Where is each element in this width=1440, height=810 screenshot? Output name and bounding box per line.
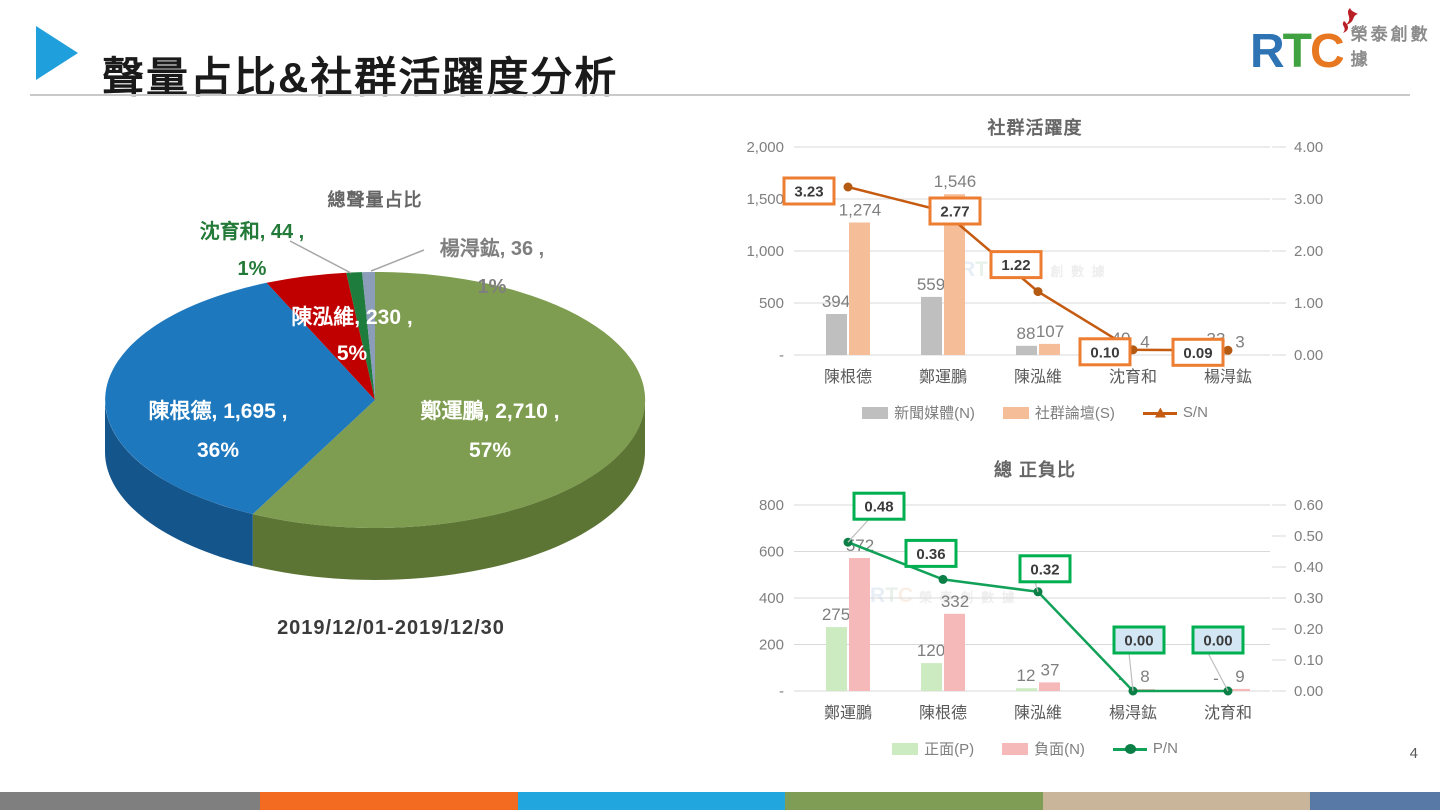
svg-text:0.00: 0.00: [1124, 633, 1153, 650]
pie-chart: [105, 240, 646, 580]
svg-text:鄭運鵬: 鄭運鵬: [824, 704, 872, 722]
forum-swatch-icon: [1002, 406, 1029, 419]
svg-text:275: 275: [822, 605, 850, 624]
svg-text:0.00: 0.00: [1294, 347, 1323, 364]
svg-text:0.48: 0.48: [864, 499, 893, 516]
footer-color-strip: [0, 792, 1440, 810]
svg-text:沈育和: 沈育和: [1109, 368, 1157, 386]
footer-stripe: [1310, 792, 1440, 810]
svg-text:1.22: 1.22: [1001, 257, 1030, 274]
svg-text:陳泓維: 陳泓維: [1014, 368, 1062, 386]
activity-chart: 2,000 1,500 1,000 500 - 4.00 3.00 2.00 1.00 0.00 陳…: [746, 139, 1323, 386]
svg-text:0.30: 0.30: [1294, 590, 1323, 607]
svg-text:-: -: [1213, 669, 1219, 688]
svg-text:3.23: 3.23: [794, 184, 823, 201]
legend-item-positive: 正面(P): [892, 738, 974, 759]
svg-text:1,000: 1,000: [746, 243, 784, 260]
svg-text:0.60: 0.60: [1294, 497, 1323, 514]
svg-text:88: 88: [1017, 324, 1036, 343]
svg-text:0.00: 0.00: [1294, 683, 1323, 700]
svg-text:0.32: 0.32: [1030, 561, 1059, 578]
svg-text:12: 12: [1017, 666, 1036, 685]
pie-chart-title: 總聲量占比: [327, 190, 423, 210]
svg-text:1,546: 1,546: [934, 172, 977, 191]
svg-text:107: 107: [1036, 322, 1064, 341]
legend-item-forum: 社群論壇(S): [1002, 402, 1115, 423]
svg-text:559: 559: [917, 275, 945, 294]
logo-letter-t: T: [1282, 25, 1312, 78]
svg-text:2.00: 2.00: [1294, 243, 1323, 260]
pn-line-icon: [1112, 743, 1147, 755]
activity-chart-title: 社群活躍度: [987, 118, 1083, 138]
title-bullet-icon: [36, 26, 78, 80]
page-number: 4: [1409, 745, 1418, 762]
svg-text:0.10: 0.10: [1090, 344, 1119, 361]
logo-letter-r: R: [1250, 25, 1285, 78]
sn-line-icon: [1142, 407, 1177, 419]
svg-text:-: -: [779, 683, 784, 700]
svg-text:4.00: 4.00: [1294, 139, 1323, 156]
legend-item-news: 新聞媒體(N): [862, 402, 975, 423]
positive-swatch-icon: [892, 742, 919, 755]
svg-text:1.00: 1.00: [1294, 295, 1323, 312]
svg-text:0.50: 0.50: [1294, 528, 1323, 545]
svg-text:800: 800: [759, 497, 784, 514]
svg-text:9: 9: [1235, 667, 1244, 686]
ratio-chart: 800 600 400 200 - 0.60 0.50 0.40 0.30 0.20 0.10 0.0…: [759, 491, 1323, 722]
svg-text:陳根德: 陳根德: [824, 368, 872, 386]
svg-text:2.77: 2.77: [940, 204, 969, 221]
svg-text:8: 8: [1140, 667, 1149, 686]
svg-text:400: 400: [759, 590, 784, 607]
legend-item-pn: P/N: [1112, 740, 1178, 757]
svg-text:-: -: [779, 347, 784, 364]
page-title: 聲量占比&社群活躍度分析: [102, 54, 619, 102]
header-divider: [30, 94, 1410, 96]
svg-text:600: 600: [759, 544, 784, 561]
rtc-logo: R T C 榮泰創數據: [1250, 8, 1440, 78]
date-range: 2019/12/01-2019/12/30: [277, 617, 505, 639]
svg-text:楊淂鈜: 楊淂鈜: [1204, 368, 1252, 386]
footer-stripe: [1043, 792, 1310, 810]
svg-text:2,000: 2,000: [746, 139, 784, 156]
svg-text:4: 4: [1140, 333, 1149, 352]
legend-item-negative: 負面(N): [1002, 738, 1085, 759]
svg-text:500: 500: [759, 295, 784, 312]
legend-item-sn: S/N: [1142, 404, 1208, 421]
ratio-chart-title: 總 正負比: [993, 460, 1076, 480]
svg-text:3.00: 3.00: [1294, 191, 1323, 208]
svg-text:394: 394: [822, 292, 850, 311]
logo-letter-c: C: [1310, 25, 1345, 78]
svg-text:0.40: 0.40: [1294, 559, 1323, 576]
svg-text:1,274: 1,274: [839, 201, 882, 220]
svg-text:3: 3: [1235, 333, 1244, 352]
svg-text:200: 200: [759, 637, 784, 654]
svg-text:鄭運鵬: 鄭運鵬: [919, 368, 967, 386]
svg-text:0.20: 0.20: [1294, 621, 1323, 638]
svg-text:0.36: 0.36: [916, 546, 945, 563]
footer-stripe: [0, 792, 260, 810]
activity-chart-legend: 新聞媒體(N) 社群論壇(S) S/N: [795, 402, 1275, 423]
svg-text:0.10: 0.10: [1294, 652, 1323, 669]
svg-text:0.00: 0.00: [1203, 633, 1232, 650]
footer-stripe: [785, 792, 1043, 810]
footer-stripe: [518, 792, 785, 810]
svg-text:楊淂鈜: 楊淂鈜: [1109, 704, 1157, 722]
svg-text:120: 120: [917, 641, 945, 660]
negative-swatch-icon: [1002, 742, 1029, 755]
logo-subtext: 榮泰創數據: [1350, 25, 1431, 69]
svg-text:沈育和: 沈育和: [1204, 704, 1252, 722]
svg-text:332: 332: [941, 592, 969, 611]
footer-stripe: [260, 792, 518, 810]
svg-text:37: 37: [1041, 660, 1060, 679]
ratio-chart-legend: 正面(P) 負面(N) P/N: [795, 738, 1275, 759]
svg-text:0.09: 0.09: [1183, 345, 1212, 362]
svg-text:1,500: 1,500: [746, 191, 784, 208]
svg-text:陳泓維: 陳泓維: [1014, 704, 1062, 722]
news-swatch-icon: [862, 406, 889, 419]
svg-text:陳根德: 陳根德: [919, 704, 967, 722]
flame-icon: [1342, 8, 1358, 33]
